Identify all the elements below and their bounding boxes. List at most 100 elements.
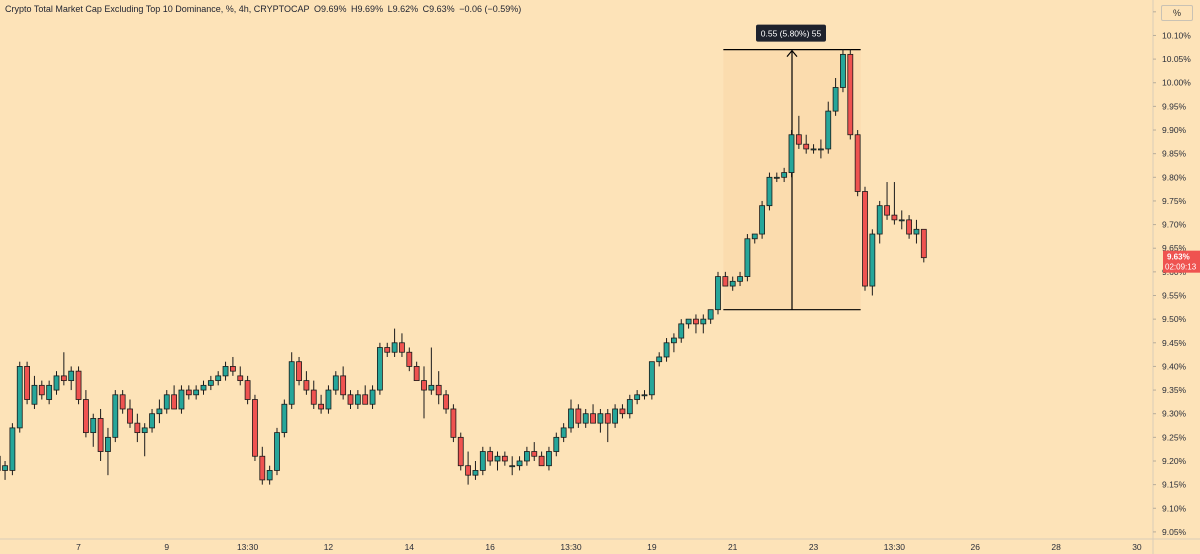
candle bbox=[53, 371, 60, 395]
candle bbox=[178, 385, 185, 414]
candle-body bbox=[31, 384, 38, 405]
candle bbox=[112, 390, 119, 443]
candle bbox=[406, 347, 413, 372]
candle-body bbox=[678, 323, 685, 339]
candle bbox=[781, 167, 788, 183]
x-tick-label: 16 bbox=[485, 542, 495, 552]
candle-body bbox=[141, 427, 148, 434]
candle-body bbox=[685, 318, 692, 325]
x-tick-label: 9 bbox=[164, 542, 169, 552]
candle-body bbox=[222, 366, 229, 377]
candle-body bbox=[773, 176, 780, 179]
candle bbox=[457, 432, 464, 471]
candle bbox=[2, 460, 8, 480]
candle bbox=[266, 465, 273, 485]
candle bbox=[215, 371, 222, 386]
candle bbox=[465, 451, 472, 485]
candle bbox=[840, 49, 846, 93]
candle-body bbox=[825, 110, 832, 150]
candle-body bbox=[259, 455, 266, 481]
candle bbox=[671, 333, 677, 353]
candle bbox=[516, 456, 523, 471]
candle-body bbox=[413, 366, 420, 382]
candle bbox=[788, 130, 795, 178]
candle bbox=[318, 394, 325, 414]
candle bbox=[604, 408, 611, 443]
close-value: C9.63% bbox=[422, 4, 455, 14]
candle-body bbox=[803, 143, 810, 150]
candle-body bbox=[531, 451, 538, 457]
candle-body bbox=[479, 451, 486, 471]
candle bbox=[229, 356, 236, 376]
time-axis[interactable]: 7 9 13:30 12 14 16 13:30 19 21 23 13:30 26 28 30 bbox=[76, 542, 1142, 552]
percent-scale-button[interactable]: % bbox=[1161, 5, 1193, 21]
x-tick-label: 7 bbox=[76, 542, 81, 552]
measure-label-box bbox=[756, 24, 826, 42]
candle bbox=[244, 375, 251, 405]
candle bbox=[575, 404, 582, 428]
candle-body bbox=[244, 380, 251, 400]
change-value: −0.06 (−0.59%) bbox=[459, 4, 522, 14]
candle bbox=[685, 318, 692, 329]
y-tick-label: 9.70% bbox=[1162, 220, 1187, 230]
candle-body bbox=[487, 451, 494, 462]
candle-body bbox=[156, 408, 163, 415]
y-tick-label: 9.10% bbox=[1162, 503, 1187, 513]
candle-body bbox=[428, 384, 435, 391]
candles bbox=[0, 49, 927, 485]
candle-body bbox=[384, 347, 391, 353]
candle-body bbox=[568, 408, 574, 429]
candle bbox=[759, 200, 765, 239]
candle-body bbox=[671, 337, 677, 344]
chart-legend: Crypto Total Market Cap Excluding Top 10… bbox=[5, 4, 523, 14]
price-tag-countdown: 02:09:13 bbox=[1165, 263, 1197, 272]
candle-body bbox=[854, 134, 861, 192]
x-tick-label: 21 bbox=[728, 542, 738, 552]
candle-body bbox=[920, 228, 927, 259]
candle-body bbox=[781, 172, 788, 178]
last-price-tag: 9.63%02:09:13 bbox=[1163, 250, 1200, 273]
candle-body bbox=[501, 455, 508, 462]
candle bbox=[354, 390, 361, 409]
high-value: H9.69% bbox=[351, 4, 384, 14]
x-tick-label: 13:30 bbox=[560, 542, 582, 552]
candle bbox=[825, 101, 832, 154]
candle-body bbox=[553, 436, 560, 452]
candle bbox=[163, 390, 170, 414]
candle-body bbox=[693, 318, 699, 325]
candle-body bbox=[134, 422, 141, 434]
x-tick-label: 12 bbox=[324, 542, 334, 552]
candle bbox=[75, 366, 82, 405]
candle bbox=[891, 182, 898, 225]
y-tick-label: 9.05% bbox=[1162, 527, 1187, 537]
candle bbox=[854, 130, 861, 197]
candle bbox=[332, 371, 339, 395]
y-tick-label: 9.40% bbox=[1162, 361, 1187, 371]
candle-body bbox=[207, 380, 214, 386]
symbol-title[interactable]: Crypto Total Market Cap Excluding Top 10… bbox=[5, 4, 310, 14]
candle bbox=[127, 399, 133, 428]
candle-body bbox=[546, 451, 552, 467]
candle-body bbox=[744, 238, 751, 277]
candle bbox=[693, 314, 699, 334]
candle-body bbox=[75, 370, 82, 400]
candle bbox=[737, 271, 743, 287]
candle bbox=[428, 347, 435, 395]
candle bbox=[340, 366, 347, 400]
candle-body bbox=[362, 394, 369, 405]
candle bbox=[766, 172, 773, 211]
candle-body bbox=[898, 219, 905, 222]
candle bbox=[524, 446, 530, 466]
candle bbox=[634, 390, 641, 405]
candle-body bbox=[795, 134, 802, 145]
candle-body bbox=[354, 394, 361, 405]
candle-body bbox=[281, 403, 288, 434]
x-tick-label: 14 bbox=[405, 542, 415, 552]
candle bbox=[612, 404, 618, 428]
candle bbox=[479, 446, 486, 476]
candle bbox=[906, 215, 912, 239]
y-tick-label: 9.95% bbox=[1162, 101, 1187, 111]
candle bbox=[641, 390, 648, 400]
candle bbox=[729, 276, 736, 291]
